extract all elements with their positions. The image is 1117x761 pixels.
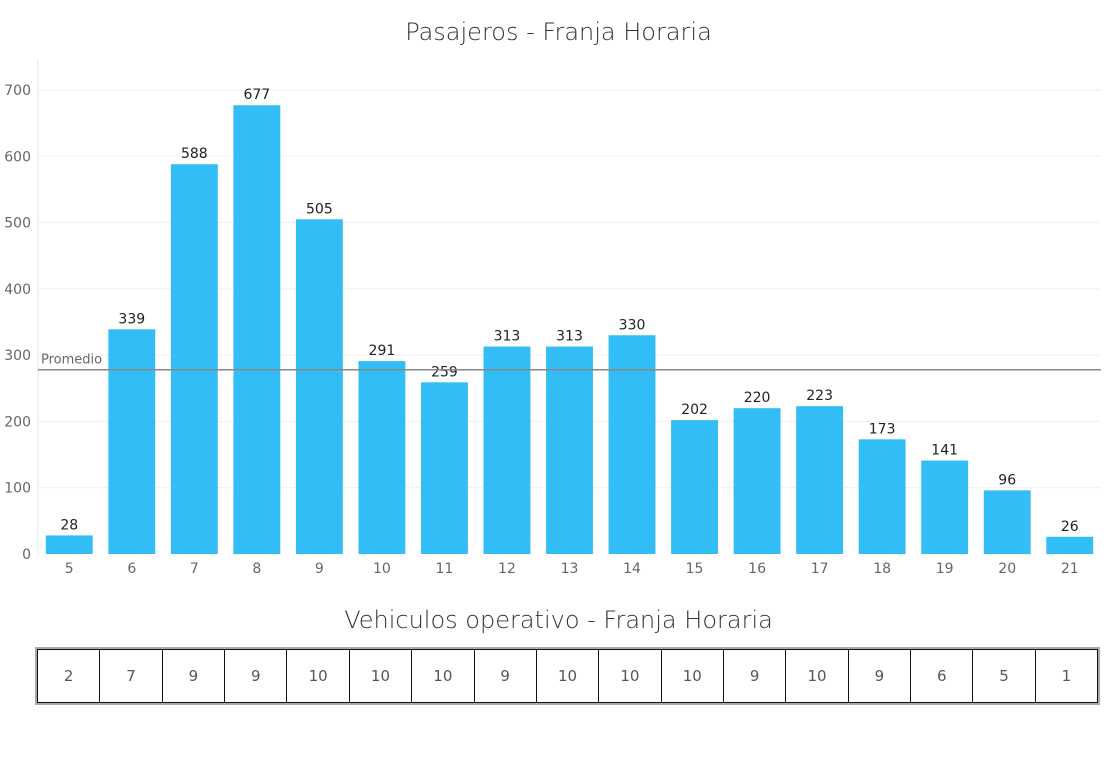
y-tick-label: 700 [4,83,31,99]
bar[interactable] [45,535,93,554]
x-axis: 5 6 7 8 9 10 11 12 13 14 15 16 17 18 19 20 21 [65,561,1079,577]
x-tick-label: 18 [873,561,891,577]
vehicle-count-cell: 10 [786,649,849,703]
bar-labels: 28 339 588 677 505 291 259 313 313 330 202 220 223 17… [60,87,1078,535]
vehicle-count-cell: 9 [723,649,787,703]
x-tick-label: 20 [998,561,1016,577]
bar-value-label: 677 [243,87,270,103]
vehicle-count-cell: 5 [973,649,1036,703]
bar[interactable] [546,346,593,554]
bar-value-label: 588 [181,146,208,162]
vehicle-count-cell: 9 [474,649,537,703]
bar-value-label: 291 [369,343,396,359]
y-axis: 0 100 200 300 400 500 600 700 [4,60,39,563]
vehicle-count-cell: 10 [599,649,662,703]
vehicle-table: 2 7 9 9 10 10 10 9 10 10 10 9 10 9 6 5 1 [35,647,1100,705]
bar-value-label: 173 [869,421,896,437]
bar-value-label: 259 [431,364,458,380]
x-tick-label: 8 [252,561,261,577]
vehicle-count-cell: 7 [100,649,163,703]
bar-value-label: 313 [556,329,583,345]
bar-chart: 0 100 200 300 400 500 600 700 28 339 588 677 505 291… [4,60,1101,577]
vehicle-count-cell: 10 [287,649,350,703]
x-tick-label: 17 [811,561,829,577]
x-tick-label: 7 [190,561,199,577]
x-tick-label: 19 [936,561,954,577]
bar-value-label: 223 [806,388,833,404]
bar-value-label: 313 [494,329,521,345]
y-tick-label: 600 [4,149,31,165]
x-tick-label: 9 [315,561,324,577]
x-tick-label: 11 [436,561,454,577]
bar-value-label: 330 [619,317,646,333]
vehicle-count-cell: 9 [848,649,912,703]
bar[interactable] [233,105,281,554]
bar[interactable] [796,406,844,554]
bar[interactable] [733,408,781,554]
chart-title: Pasajeros - Franja Horaria [405,18,712,46]
bar[interactable] [608,335,656,554]
vehicle-count-cell: 9 [225,649,288,703]
y-tick-label: 300 [4,348,31,364]
bars [45,105,1094,555]
bar[interactable] [420,382,468,554]
bar[interactable] [983,490,1031,554]
bar-value-label: 339 [118,311,145,327]
bar[interactable] [295,219,343,554]
y-tick-label: 0 [22,547,31,563]
bar[interactable] [858,439,906,554]
bar-value-label: 505 [306,201,333,217]
bar-value-label: 220 [744,390,771,406]
bar-value-label: 96 [998,472,1016,488]
vehicle-count-cell: 9 [162,649,226,703]
vehicle-count-cell: 1 [1035,649,1099,703]
vehicle-count-cell: 10 [661,649,724,703]
bar[interactable] [170,164,218,555]
x-tick-label: 5 [65,561,74,577]
bar-value-label: 202 [681,402,708,418]
y-tick-label: 200 [4,414,31,430]
y-tick-label: 400 [4,282,31,298]
vehicle-count-cell: 2 [37,649,101,703]
bar[interactable] [671,420,719,554]
y-tick-label: 500 [4,216,31,232]
x-tick-label: 13 [561,561,579,577]
x-tick-label: 14 [623,561,641,577]
vehicle-count-cell: 10 [349,649,413,703]
x-tick-label: 12 [498,561,516,577]
bar[interactable] [358,361,406,554]
bar[interactable] [1046,536,1094,554]
y-tick-label: 100 [4,481,31,497]
vehicle-count-cell: 10 [536,649,600,703]
x-tick-label: 16 [748,561,766,577]
x-tick-label: 15 [686,561,704,577]
bar-value-label: 26 [1061,519,1079,535]
bar-value-label: 28 [60,517,78,533]
vehicle-count-cell: 6 [911,649,974,703]
table-title: Vehiculos operativo - Franja Horaria [344,606,773,634]
bar-value-label: 141 [931,443,958,459]
x-tick-label: 10 [373,561,391,577]
vehicle-count-cell: 10 [412,649,475,703]
bar[interactable] [483,346,531,554]
x-tick-label: 6 [127,561,136,577]
average-line-label: Promedio [41,353,102,368]
bar[interactable] [921,460,969,554]
x-tick-label: 21 [1061,561,1079,577]
bar[interactable] [108,329,156,554]
average-line-group: Promedio [38,353,1101,371]
